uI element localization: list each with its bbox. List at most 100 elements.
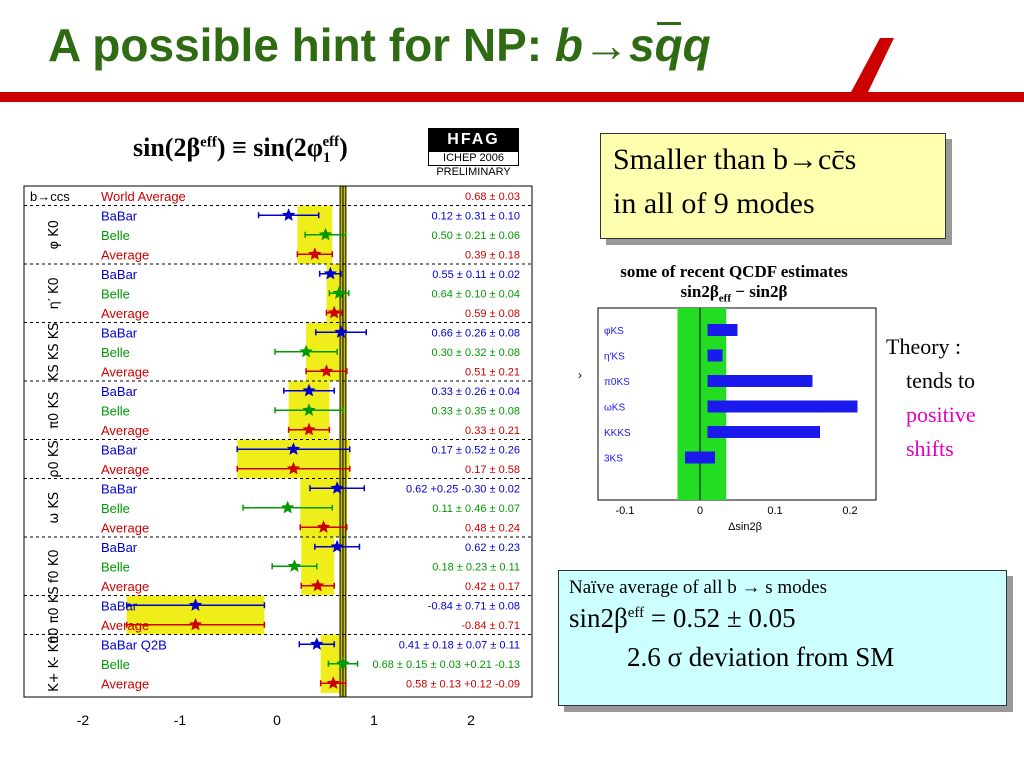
measurement-value: 0.62 ± 0.23 <box>465 542 520 554</box>
data-point <box>302 422 316 436</box>
data-point <box>310 637 324 650</box>
measurement-value: 0.68 ± 0.15 ± 0.03 +0.21 -0.13 <box>372 659 520 671</box>
experiment-label: BaBar <box>101 325 138 340</box>
x-tick-label: 0 <box>273 712 281 728</box>
experiment-label: Average <box>101 520 149 535</box>
measurement-value: 0.17 ± 0.52 ± 0.26 <box>431 444 520 456</box>
experiment-label: BaBar <box>101 208 138 223</box>
measurement-value: 0.51 ± 0.21 <box>465 366 520 378</box>
measurement-value: 0.50 ± 0.21 ± 0.06 <box>431 230 520 242</box>
measurement-value: 0.33 ± 0.35 ± 0.08 <box>431 405 520 417</box>
header-red-rule <box>0 92 1024 102</box>
summary-box: Smaller than b→cc̄s in all of 9 modes <box>600 133 946 239</box>
experiment-label: BaBar <box>101 481 138 496</box>
data-point <box>326 676 340 689</box>
data-point <box>336 656 350 670</box>
data-point <box>311 578 325 592</box>
measurement-value: 0.62 +0.25 -0.30 ± 0.02 <box>406 483 520 495</box>
x-tick-label: -2 <box>77 712 90 728</box>
measurement-value: 0.55 ± 0.11 ± 0.02 <box>432 269 520 281</box>
qcdf-category: 3KS <box>604 454 623 465</box>
data-point <box>318 227 333 241</box>
experiment-label: BaBar <box>101 598 138 613</box>
x-tick-label: 1 <box>370 712 378 728</box>
experiment-label: Average <box>101 579 149 594</box>
measurement-value: 0.30 ± 0.32 ± 0.08 <box>431 347 520 359</box>
experiment-label: Average <box>101 618 149 633</box>
qcdf-bar <box>707 324 738 336</box>
qcdf-chart: φKS η′KS π0KS ωKS KKKS 3KS -0.1 0 0.1 0.2 Δsin2β <box>580 300 880 540</box>
qcdf-category: π0KS <box>604 377 630 388</box>
qcdf-title: some of recent QCDF estimates sin2βeff −… <box>620 262 848 305</box>
experiment-label: Average <box>101 676 149 691</box>
hfag-plot: φ K0 η′ K0 KS KS KS π0 KS ρ0 KS ω KS f0 K0 π0 π… <box>0 180 540 745</box>
slide-title: A possible hint for NP: b→sqq <box>48 19 711 71</box>
x-tick-label: 2 <box>467 712 475 728</box>
data-point <box>330 539 344 553</box>
data-point <box>323 266 337 280</box>
naive-average-box: Naïve average of all b → s modes sin2βef… <box>558 570 1007 706</box>
data-point <box>302 383 316 397</box>
experiment-label: BaBar <box>101 540 138 555</box>
qcdf-category: KKKS <box>604 428 631 439</box>
data-point <box>319 364 334 377</box>
measurement-value: -0.84 ± 0.71 <box>461 620 520 632</box>
experiment-label: Belle <box>101 559 130 574</box>
measurement-value: 0.68 ± 0.03 <box>465 191 520 203</box>
experiment-label: BaBar <box>101 384 138 399</box>
data-point <box>282 208 296 221</box>
measurement-value: 0.39 ± 0.18 <box>465 249 520 261</box>
qcdf-category: φKS <box>604 326 624 337</box>
mode-label: η′ K0 <box>47 277 62 309</box>
measurement-value: 0.11 ± 0.46 ± 0.07 <box>432 503 520 515</box>
qcdf-bar <box>707 349 723 362</box>
sin2beta-chart: φ K0 η′ K0 KS KS KS π0 KS ρ0 KS ω KS f0 K0 π0 π… <box>23 185 533 728</box>
data-point <box>188 598 203 611</box>
qcdf-bar <box>707 426 820 438</box>
data-point <box>188 617 203 631</box>
data-point <box>299 344 313 358</box>
experiment-label: Belle <box>101 403 130 418</box>
experiment-label: Average <box>101 306 149 321</box>
x-tick-label: -1 <box>174 712 187 728</box>
measurement-value: 0.66 ± 0.26 ± 0.08 <box>431 327 520 339</box>
experiment-label: Average <box>101 247 149 262</box>
hfag-logo: HFAG ICHEP 2006 PRELIMINARY <box>428 128 519 179</box>
mode-label: ρ0 KS <box>47 440 62 477</box>
qcdf-category: ωKS <box>604 403 625 414</box>
qcdf-bar <box>685 451 715 464</box>
data-point <box>302 403 316 416</box>
measurement-value: 0.41 ± 0.18 ± 0.07 ± 0.11 <box>399 639 520 651</box>
measurement-value: 0.59 ± 0.08 <box>465 308 520 320</box>
experiment-label: BaBar <box>101 267 138 282</box>
mode-label: ω KS <box>47 492 62 524</box>
measurement-value: 0.42 ± 0.17 <box>465 581 520 593</box>
measurement-value: 0.17 ± 0.58 <box>465 464 520 476</box>
qcdf-tick: 0.1 <box>767 505 782 517</box>
data-point <box>330 481 344 494</box>
qcdf-xlabel: Δsin2β <box>728 521 762 533</box>
mode-label: KS KS KS <box>47 322 62 381</box>
data-point <box>316 520 331 533</box>
experiment-label: Belle <box>101 345 130 360</box>
measurement-value: 0.12 ± 0.31 ± 0.10 <box>431 210 520 222</box>
measurement-value: 0.48 ± 0.24 <box>465 522 520 534</box>
experiment-label: Belle <box>101 657 130 672</box>
qcdf-category: η′KS <box>604 352 625 363</box>
data-point <box>334 325 348 338</box>
data-point <box>286 461 301 475</box>
data-point <box>281 500 295 514</box>
mode-label: K+ K- K0 <box>47 636 62 692</box>
header-tab-inner <box>868 38 1024 92</box>
experiment-label: World Average <box>101 189 186 204</box>
mode-label: π0 KS <box>47 392 62 429</box>
experiment-label: Average <box>101 423 149 438</box>
mode-label: π0 π0 KS <box>47 586 62 643</box>
experiment-label: Average <box>101 364 149 379</box>
experiment-label: BaBar Q2B <box>101 637 167 652</box>
measurement-value: 0.33 ± 0.26 ± 0.04 <box>431 386 520 398</box>
data-point <box>332 286 346 299</box>
header-label: b→ccs <box>30 189 70 204</box>
data-point <box>287 559 302 572</box>
experiment-label: BaBar <box>101 442 138 457</box>
